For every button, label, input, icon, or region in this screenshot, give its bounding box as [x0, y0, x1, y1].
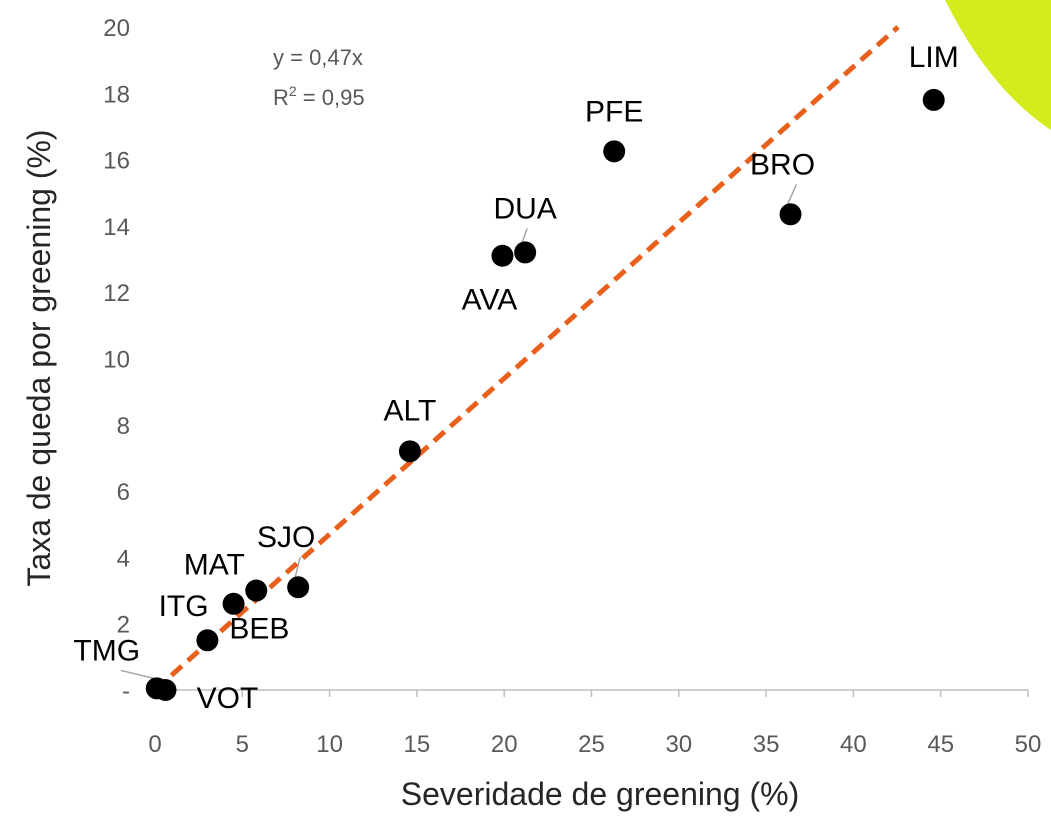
- leader-line: [294, 557, 301, 578]
- r2-value: = 0,95: [297, 85, 365, 110]
- decorative-accent-shape: [945, 0, 1051, 130]
- point-label-dua: DUA: [493, 192, 556, 225]
- data-point-sjo: [287, 576, 310, 599]
- x-tick-label: 15: [404, 731, 431, 758]
- point-label-pfe: PFE: [585, 95, 643, 128]
- x-axis-title: Severidade de greening (%): [401, 776, 799, 812]
- leader-line: [786, 183, 798, 205]
- point-label-lim: LIM: [909, 41, 959, 74]
- point-label-alt: ALT: [384, 394, 437, 427]
- point-label-tmg: TMG: [73, 634, 140, 667]
- data-point-beb: [196, 629, 219, 652]
- point-label-ava: AVA: [462, 284, 518, 317]
- data-point-pfe: [603, 140, 626, 163]
- y-tick-label: 18: [103, 81, 130, 108]
- point-label-itg: ITG: [159, 590, 209, 623]
- x-tick-label: 10: [316, 731, 343, 758]
- trendline: [153, 25, 900, 692]
- trendline-equation: y = 0,47x R2 = 0,95: [273, 45, 365, 110]
- data-point-vot: [154, 679, 177, 701]
- point-labels: TMG VOT BEB ITG MAT SJO ALT AVA DUA PFE BRO LIM: [73, 41, 958, 715]
- data-point-mat: [245, 579, 268, 602]
- y-tick-label: -: [122, 678, 130, 705]
- y-tick-label: 14: [103, 214, 130, 241]
- y-tick-label: 2: [117, 612, 130, 639]
- x-axis-ticks: 0 5 10 15 20 25 30 35 40 45 50: [148, 731, 1041, 758]
- r2-label: R: [273, 85, 289, 110]
- point-label-bro: BRO: [750, 148, 815, 181]
- data-point-lim: [922, 88, 945, 111]
- x-tick-label: 30: [665, 731, 692, 758]
- x-tick-label: 0: [148, 731, 161, 758]
- y-tick-label: 16: [103, 148, 130, 175]
- data-point-bro: [779, 203, 802, 226]
- y-tick-label: 8: [117, 413, 130, 440]
- data-point-itg: [222, 592, 245, 615]
- axes: [154, 689, 1029, 697]
- equation-text: y = 0,47x: [273, 45, 363, 70]
- point-label-vot: VOT: [197, 682, 259, 715]
- x-tick-label: 5: [236, 731, 249, 758]
- x-tick-label: 40: [840, 731, 867, 758]
- data-point-alt: [398, 440, 421, 463]
- label-leader-lines: [120, 183, 798, 680]
- point-label-mat: MAT: [184, 549, 245, 582]
- r2-text: R2 = 0,95: [273, 83, 365, 110]
- point-label-beb: BEB: [229, 612, 289, 645]
- data-point-ava: [491, 244, 514, 267]
- y-tick-label: 4: [117, 545, 130, 572]
- leader-line: [521, 228, 528, 243]
- y-tick-label: 10: [103, 347, 130, 374]
- x-tick-label: 35: [753, 731, 780, 758]
- x-tick-label: 50: [1015, 731, 1042, 758]
- r2-superscript: 2: [289, 83, 297, 99]
- y-tick-label: 20: [103, 15, 130, 42]
- data-point-dua: [514, 241, 537, 264]
- y-tick-label: 12: [103, 280, 130, 307]
- data-points: [145, 88, 945, 701]
- leader-line: [120, 669, 154, 680]
- y-axis-title: Taxa de queda por greening (%): [21, 129, 57, 586]
- y-tick-label: 6: [117, 479, 130, 506]
- point-label-sjo: SJO: [257, 521, 315, 554]
- x-tick-label: 20: [491, 731, 518, 758]
- x-tick-label: 25: [578, 731, 605, 758]
- x-tick-label: 45: [927, 731, 954, 758]
- y-axis-ticks: - 2 4 6 8 10 12 14 16 18 20: [103, 15, 130, 705]
